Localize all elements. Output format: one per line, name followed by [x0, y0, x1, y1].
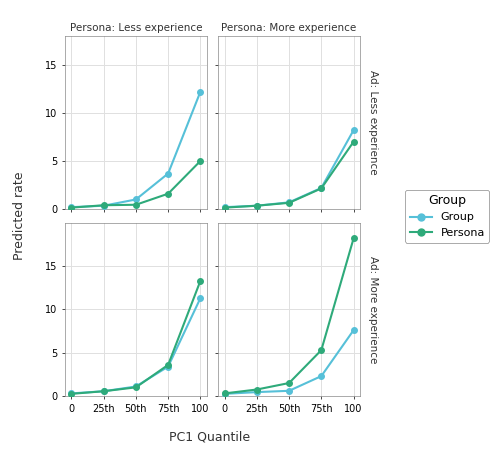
- Text: Ad: More experience: Ad: More experience: [368, 256, 378, 363]
- Text: Ad: Less experience: Ad: Less experience: [368, 70, 378, 175]
- Text: Persona: More experience: Persona: More experience: [222, 23, 356, 33]
- Text: Persona: Less experience: Persona: Less experience: [70, 23, 202, 33]
- Text: PC1 Quantile: PC1 Quantile: [170, 430, 250, 443]
- Legend: Group, Persona: Group, Persona: [405, 189, 489, 243]
- Text: Predicted rate: Predicted rate: [14, 172, 26, 260]
